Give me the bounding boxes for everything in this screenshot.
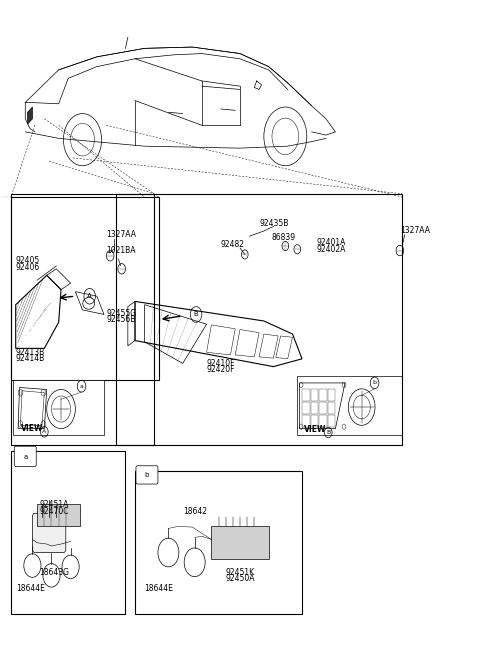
FancyBboxPatch shape xyxy=(136,466,158,484)
Bar xyxy=(302,415,310,426)
Text: B: B xyxy=(326,430,330,435)
Text: 18644E: 18644E xyxy=(144,584,173,593)
Bar xyxy=(311,402,318,413)
Text: 92406: 92406 xyxy=(16,263,40,272)
Text: A: A xyxy=(42,430,47,434)
Text: 92451K: 92451K xyxy=(226,568,255,576)
Text: 92482: 92482 xyxy=(221,240,245,248)
Bar xyxy=(302,389,310,401)
FancyBboxPatch shape xyxy=(13,380,104,435)
Bar xyxy=(319,389,327,401)
Text: 18642: 18642 xyxy=(183,507,207,516)
Text: 92420F: 92420F xyxy=(206,365,235,375)
Bar xyxy=(302,402,310,413)
FancyBboxPatch shape xyxy=(297,377,402,435)
Text: 92410F: 92410F xyxy=(206,359,235,368)
Text: b: b xyxy=(372,381,377,385)
Text: 92455G: 92455G xyxy=(107,309,136,318)
Text: b: b xyxy=(145,472,149,478)
Text: 92414B: 92414B xyxy=(16,354,45,364)
Text: 92401A: 92401A xyxy=(316,238,346,247)
Text: 92405: 92405 xyxy=(16,257,40,265)
Text: 92413B: 92413B xyxy=(16,348,45,357)
Text: 1021BA: 1021BA xyxy=(107,246,136,255)
Text: 92456B: 92456B xyxy=(107,315,136,324)
Bar xyxy=(311,415,318,426)
Bar xyxy=(328,415,336,426)
Bar xyxy=(311,389,318,401)
Text: 92451A: 92451A xyxy=(39,500,69,510)
Text: 1327AA: 1327AA xyxy=(400,227,430,235)
Text: a: a xyxy=(80,384,84,388)
Text: 92402A: 92402A xyxy=(316,245,346,253)
FancyBboxPatch shape xyxy=(211,527,269,559)
FancyBboxPatch shape xyxy=(14,446,36,466)
FancyBboxPatch shape xyxy=(37,504,80,527)
Bar xyxy=(319,415,327,426)
FancyBboxPatch shape xyxy=(11,451,125,614)
Text: 86839: 86839 xyxy=(271,233,295,242)
Text: 92435B: 92435B xyxy=(259,219,288,228)
Text: 92450A: 92450A xyxy=(226,574,255,583)
Text: 18643G: 18643G xyxy=(39,568,70,576)
Text: VIEW: VIEW xyxy=(304,425,327,434)
FancyBboxPatch shape xyxy=(11,197,159,380)
Text: 1327AA: 1327AA xyxy=(107,230,136,238)
Text: A: A xyxy=(87,293,92,299)
FancyBboxPatch shape xyxy=(33,514,66,553)
FancyBboxPatch shape xyxy=(135,471,302,614)
Bar xyxy=(328,389,336,401)
Bar xyxy=(319,402,327,413)
Polygon shape xyxy=(28,107,33,124)
Text: B: B xyxy=(194,312,198,318)
Text: a: a xyxy=(23,454,27,460)
Text: VIEW: VIEW xyxy=(22,424,44,433)
Bar xyxy=(328,402,336,413)
Text: 92470C: 92470C xyxy=(39,507,69,516)
Text: 18644E: 18644E xyxy=(16,584,45,593)
